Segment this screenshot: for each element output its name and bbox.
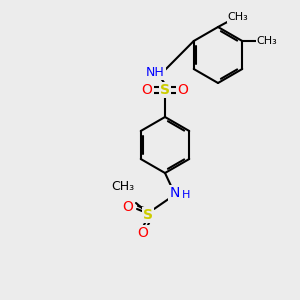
Text: O: O (138, 226, 148, 240)
Text: S: S (160, 83, 170, 97)
Text: S: S (143, 208, 153, 222)
Text: O: O (123, 200, 134, 214)
Text: O: O (142, 83, 152, 97)
Text: CH₃: CH₃ (228, 12, 248, 22)
Text: CH₃: CH₃ (111, 181, 135, 194)
Text: N: N (170, 186, 180, 200)
Text: O: O (178, 83, 188, 97)
Text: H: H (182, 190, 190, 200)
Text: CH₃: CH₃ (257, 36, 278, 46)
Text: NH: NH (146, 65, 164, 79)
